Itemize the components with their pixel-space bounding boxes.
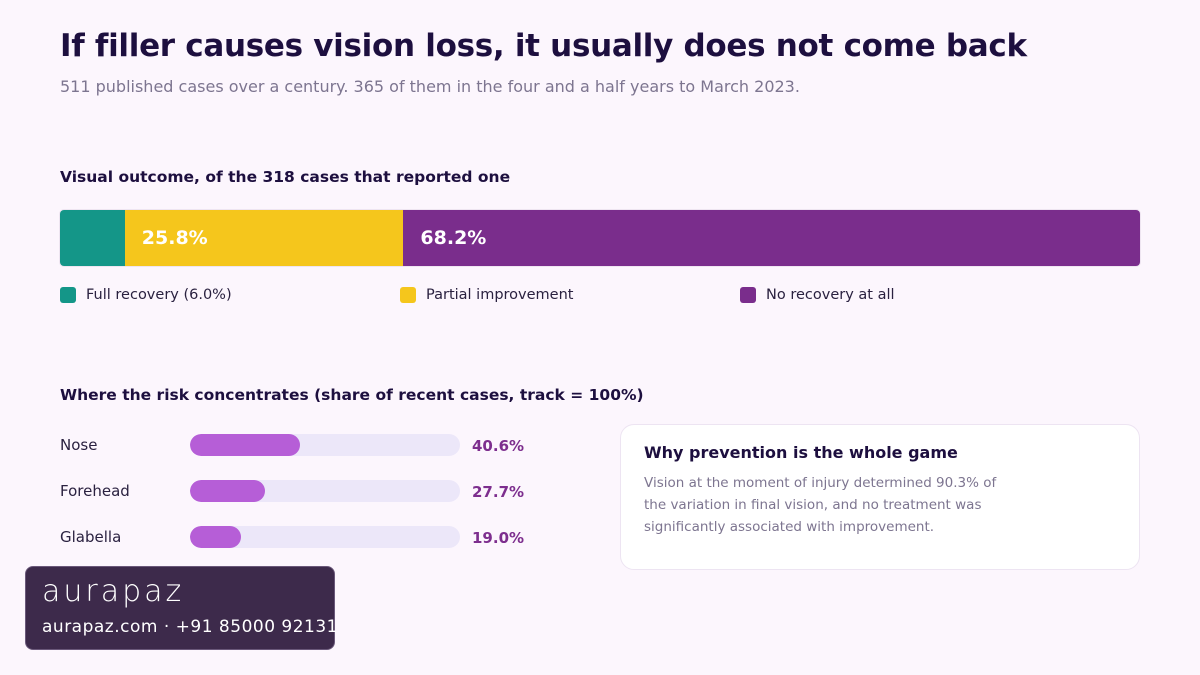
risk-bar-value-label: 19.0% — [472, 529, 525, 547]
outcome-bar-data-label: 25.8% — [141, 227, 208, 249]
risk-bar-track — [190, 526, 460, 548]
risk-bar-value-label: 40.6% — [472, 437, 525, 455]
risk-bar-fill — [190, 480, 265, 502]
risk-bar-value-label: 27.7% — [472, 483, 525, 501]
outcome-bar-segment-3: 68.2% — [403, 210, 1140, 266]
outcome-bar-data-label: 68.2% — [420, 227, 487, 249]
outcome-bar-segment-2: 25.8% — [124, 210, 404, 266]
legend-swatch — [740, 287, 756, 303]
risk-bar-label: Forehead — [60, 482, 130, 500]
legend-item: Partial improvement — [400, 287, 573, 303]
outcome-stacked-bar: 25.8% 68.2% — [60, 210, 1140, 266]
legend-item: No recovery at all — [740, 287, 895, 303]
brand-contact: aurapaz.com · +91 85000 92131 — [42, 617, 338, 637]
prevention-card-body: Vision at the moment of injury determine… — [644, 475, 997, 535]
page-subtitle: 511 published cases over a century. 365 … — [60, 77, 800, 96]
brand-badge: aurapaz aurapaz.com · +91 85000 92131 — [25, 566, 338, 650]
outcome-bar-segment-1 — [60, 210, 125, 266]
outcome-chart-heading: Visual outcome, of the 318 cases that re… — [60, 168, 511, 186]
risk-bar-label: Glabella — [60, 528, 122, 546]
risk-bar-fill — [190, 526, 242, 548]
legend-label: Full recovery (6.0%) — [86, 287, 232, 303]
risk-chart-heading: Where the risk concentrates (share of re… — [60, 386, 644, 404]
legend-item: Full recovery (6.0%) — [60, 287, 232, 303]
risk-bar-label: Nose — [60, 436, 98, 454]
risk-bar-track — [190, 480, 460, 502]
risk-bar-fill — [190, 434, 300, 456]
legend-swatch — [400, 287, 416, 303]
risk-bar-track — [190, 434, 460, 456]
legend-label: Partial improvement — [426, 287, 574, 303]
prevention-card: Why prevention is the whole game Vision … — [620, 424, 1140, 570]
brand-logo: aurapaz — [42, 574, 185, 609]
legend-swatch — [60, 287, 76, 303]
page-title: If filler causes vision loss, it usually… — [60, 28, 1027, 64]
legend-label: No recovery at all — [766, 287, 895, 303]
prevention-card-title: Why prevention is the whole game — [644, 443, 958, 462]
